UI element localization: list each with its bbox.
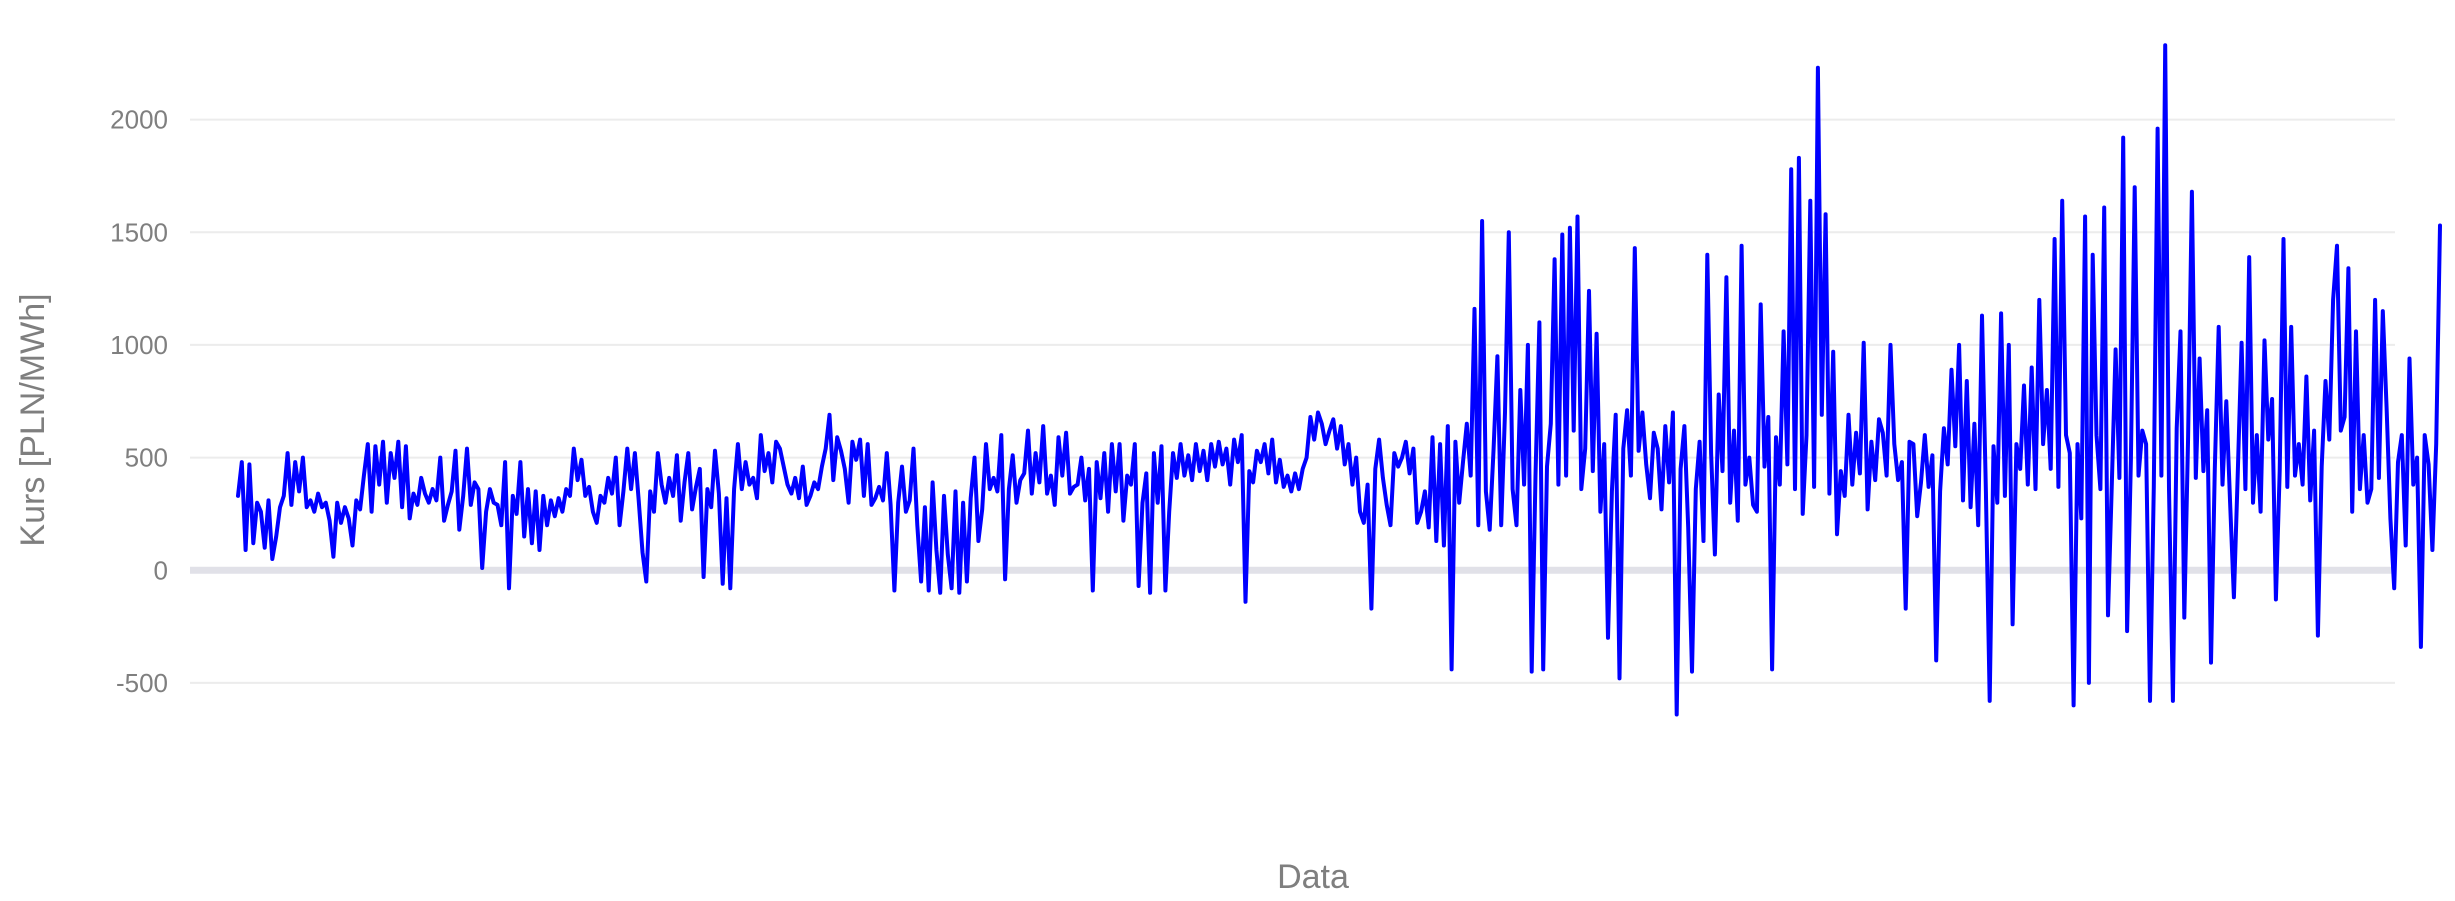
series-line	[236, 43, 2442, 717]
y-axis-title: Kurs [PLN/MWh]	[14, 293, 52, 546]
y-tick-label: 0	[154, 555, 168, 585]
y-tick-label: 500	[125, 443, 168, 473]
y-tick-label: 1500	[110, 217, 168, 247]
y-tick-label: 1000	[110, 330, 168, 360]
y-tick-label: 2000	[110, 105, 168, 135]
plot-area	[236, 43, 2442, 717]
y-tick-label: -500	[116, 668, 168, 698]
x-axis-title: Data	[1277, 858, 1349, 896]
y-axis-ticks: 2000 1500 1000 500 0 -500	[110, 105, 168, 698]
